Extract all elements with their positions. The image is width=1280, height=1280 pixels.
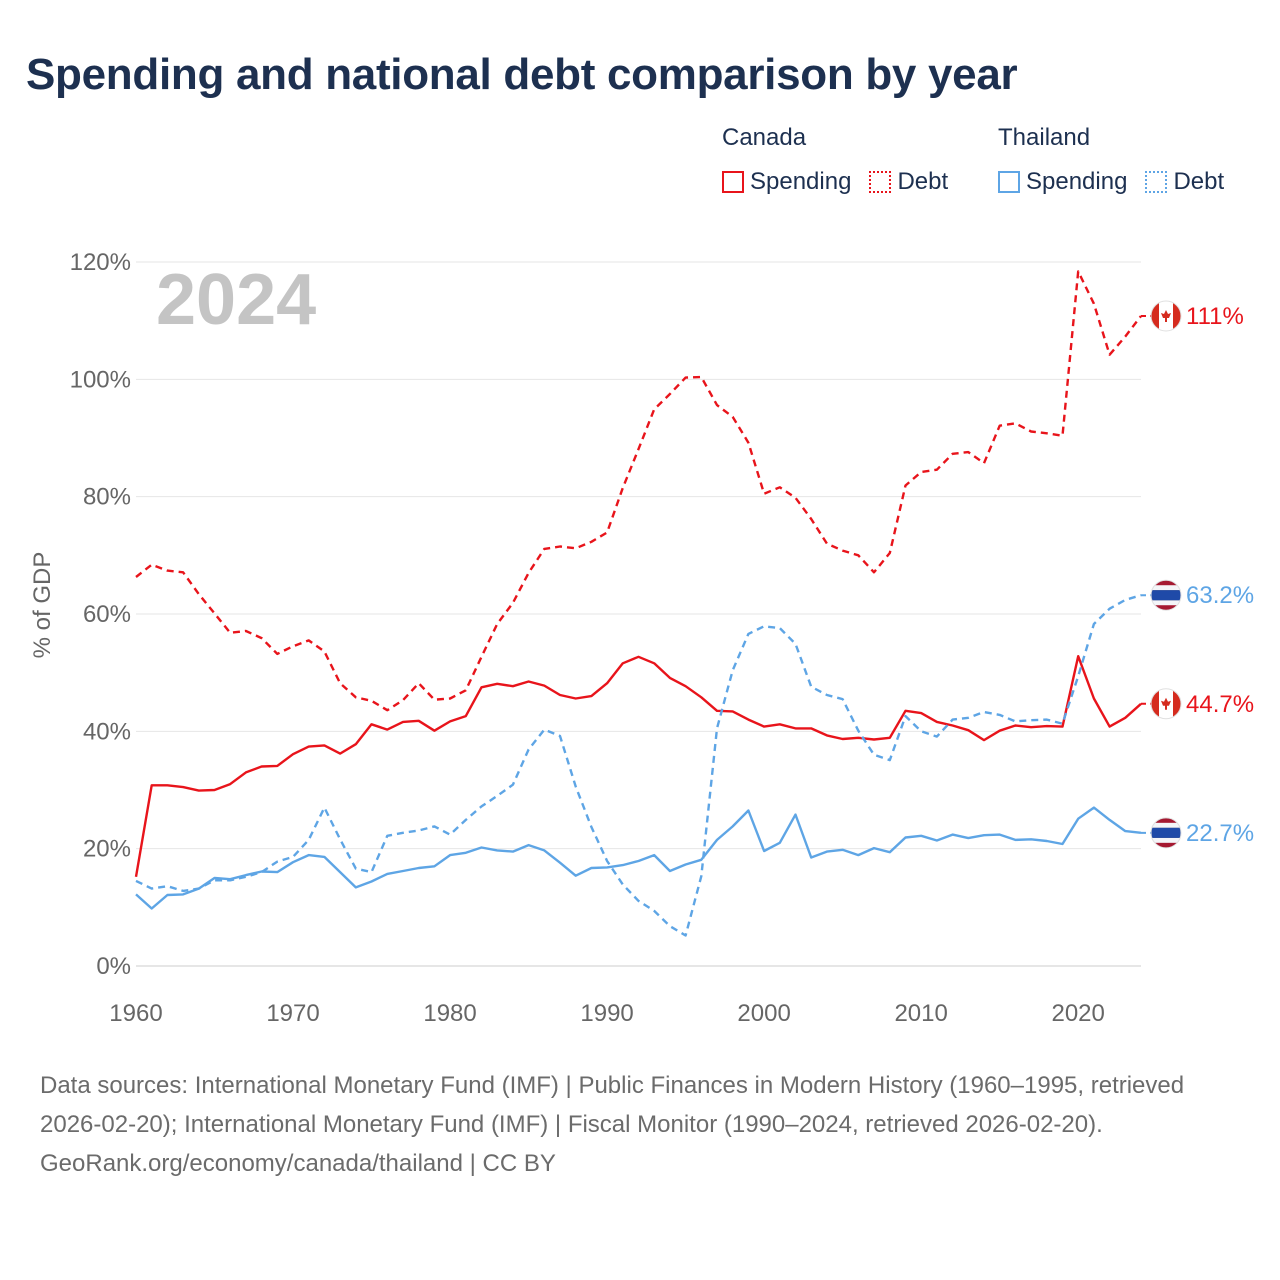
canada-flag-icon	[1151, 688, 1181, 719]
end-value-label: 44.7%	[1186, 691, 1254, 718]
series-line-thailand-debt[interactable]	[135, 594, 1142, 937]
legend-canada-debt[interactable]: Debt	[869, 168, 948, 196]
legend-canada-spending[interactable]: Spending	[722, 168, 851, 196]
year-watermark: 2024	[156, 260, 316, 340]
end-value-label: 22.7%	[1186, 820, 1254, 847]
x-tick-label: 1980	[423, 1000, 476, 1027]
x-tick-label: 2020	[1051, 1000, 1104, 1027]
series-line-canada-debt[interactable]	[135, 270, 1142, 712]
y-tick-label: 80%	[83, 484, 131, 511]
y-tick-label: 40%	[83, 718, 131, 745]
legend-thailand-debt[interactable]: Debt	[1145, 168, 1224, 196]
sources: Data sources: International Monetary Fun…	[40, 1066, 1240, 1183]
attribution-link[interactable]: GeoRank.org/economy/canada/thailand | CC…	[40, 1150, 556, 1177]
y-tick-label: 60%	[83, 601, 131, 628]
series-line-thailand-spending[interactable]	[135, 806, 1142, 910]
thailand-flag-icon	[1151, 580, 1181, 611]
legend-label: Debt	[1173, 168, 1225, 195]
legend-label: Debt	[897, 168, 949, 195]
legend-swatch-dotted-icon	[1145, 171, 1168, 193]
chart-title: Spending and national debt comparison by…	[26, 50, 1018, 99]
end-marker-canada-spending: 44.7%	[1141, 688, 1254, 720]
legend-group-thailand: Thailand Spending Debt	[998, 124, 1224, 196]
legend-label: Spending	[750, 168, 852, 195]
y-tick-label: 20%	[83, 836, 131, 863]
legend-thailand-spending[interactable]: Spending	[998, 168, 1127, 196]
line-chart: 0% 20% 40% 60% 80% 100% 120% 1960 1970 1980 1990 20…	[29, 249, 1254, 1027]
y-tick-label: 120%	[70, 249, 131, 276]
x-tick-label: 2000	[737, 1000, 790, 1027]
x-tick-label: 1990	[580, 1000, 633, 1027]
end-marker-thailand-debt: 63.2%	[1141, 579, 1254, 611]
y-tick-label: 100%	[70, 366, 131, 393]
legend-group-canada: Canada Spending Debt	[722, 124, 948, 196]
end-marker-canada-debt: 111%	[1141, 300, 1244, 332]
legend-country-canada: Canada	[722, 124, 807, 151]
end-marker-thailand-spending: 22.7%	[1141, 817, 1254, 849]
end-value-label: 111%	[1186, 303, 1244, 330]
canada-flag-icon	[1151, 300, 1181, 331]
end-value-label: 63.2%	[1186, 582, 1254, 609]
legend-swatch-dotted-icon	[869, 171, 892, 193]
x-tick-label: 1960	[109, 1000, 162, 1027]
thailand-flag-icon	[1151, 817, 1181, 848]
legend-country-thailand: Thailand	[998, 124, 1091, 151]
x-tick-label: 1970	[266, 1000, 319, 1027]
y-tick-label: 0%	[96, 953, 131, 980]
x-tick-label: 2010	[894, 1000, 947, 1027]
legend-label: Spending	[1026, 168, 1128, 195]
legend-swatch-solid-icon	[998, 171, 1020, 193]
sources-text: Data sources: International Monetary Fun…	[40, 1072, 1185, 1138]
y-axis-label: % of GDP	[29, 552, 56, 659]
legend-swatch-solid-icon	[722, 171, 744, 193]
series-line-canada-spending[interactable]	[134, 655, 1142, 878]
